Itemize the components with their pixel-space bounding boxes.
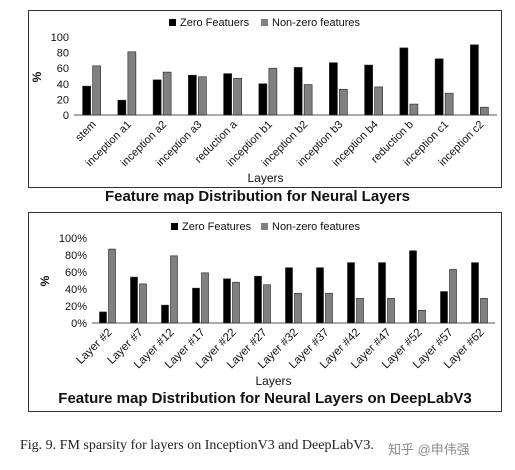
bar: [418, 309, 426, 324]
bar: [409, 250, 417, 324]
bar: [152, 79, 162, 116]
bar: [409, 103, 419, 116]
bar: [188, 74, 197, 116]
bar: [162, 71, 172, 116]
bar: [198, 76, 207, 116]
legend-label: Non-zero features: [272, 221, 361, 233]
y-tick-label: 80%: [65, 250, 87, 262]
chart-title-deeplab: Feature map Distribution for Neural Laye…: [58, 390, 472, 407]
y-tick-label: 20: [57, 94, 69, 106]
y-tick-label: 60%: [65, 267, 87, 279]
legend-swatch: [171, 223, 178, 230]
y-tick-label: 60: [57, 63, 69, 75]
bar: [440, 291, 448, 324]
legend-label: Non-zero features: [272, 17, 361, 29]
bar: [444, 92, 454, 116]
y-tick-label: 20%: [65, 301, 87, 313]
bar: [192, 287, 200, 324]
bar: [434, 58, 444, 116]
bar: [82, 85, 91, 116]
bar: [92, 65, 101, 116]
bar: [316, 267, 324, 324]
y-tick-label: 100: [51, 32, 69, 44]
chart-panel-deeplab: Zero Features Non-zero features 0% 20% 40% 60…: [28, 212, 502, 412]
chart-title-inception: Feature map Distribution for Neural Laye…: [104, 188, 411, 205]
bar: [347, 262, 355, 324]
y-tick-label: 40: [57, 79, 69, 91]
bar: [339, 88, 348, 116]
legend-swatch: [261, 19, 268, 26]
legend-label: Zero Featuers: [180, 17, 250, 29]
bar: [378, 262, 386, 324]
watermark: 知乎 @申伟强: [388, 442, 470, 457]
legend-label: Zero Features: [182, 221, 252, 233]
x-axis-label: Layers: [247, 171, 283, 185]
bar: [139, 283, 147, 324]
bar: [387, 298, 395, 324]
bar: [480, 298, 488, 324]
bar: [449, 269, 457, 324]
bar: [170, 255, 178, 324]
bar: [268, 67, 278, 116]
bar: [117, 99, 127, 116]
bar: [399, 47, 409, 116]
bar: [471, 262, 479, 324]
y-tick-label: 0%: [71, 318, 87, 330]
y-tick-label: 80: [57, 48, 69, 60]
chart-inception: Zero Featuers Non-zero features 0 20 40 60 80 1…: [30, 17, 497, 185]
bar: [232, 281, 240, 324]
legend-swatch: [169, 19, 176, 26]
bar: [127, 51, 137, 116]
bar: [356, 298, 364, 324]
bar: [161, 304, 169, 324]
y-tick-label: 100%: [59, 233, 87, 245]
bar: [263, 284, 271, 324]
bar: [294, 292, 302, 324]
bar: [325, 292, 333, 324]
figure-caption: Fig. 9. FM sparsity for layers on Incept…: [20, 438, 374, 453]
bar: [293, 67, 303, 116]
bar: [258, 83, 268, 116]
bar: [99, 311, 107, 324]
bar: [201, 272, 209, 324]
chart-panel-inception: Zero Featuers Non-zero features 0 20 40 60 80 1…: [28, 10, 502, 188]
bar: [223, 73, 232, 116]
bar: [130, 276, 138, 324]
bar: [480, 106, 489, 116]
legend-swatch: [261, 223, 268, 230]
bar: [223, 278, 231, 324]
bar: [303, 84, 313, 116]
y-tick-label: 0: [63, 110, 69, 122]
bar: [254, 275, 262, 324]
x-tick-label: stem: [73, 119, 98, 144]
bar: [329, 62, 338, 116]
y-axis-label: %: [38, 275, 52, 286]
y-tick-label: 40%: [65, 284, 87, 296]
x-axis-label: Layers: [255, 374, 291, 388]
bar: [233, 78, 242, 116]
bar: [285, 267, 293, 324]
y-axis-label: %: [30, 71, 44, 82]
bar: [374, 86, 383, 116]
bar: [364, 64, 373, 116]
chart-deeplab: Zero Features Non-zero features 0% 20% 40% 60…: [38, 221, 495, 388]
bar: [470, 44, 479, 116]
bar: [108, 248, 116, 324]
